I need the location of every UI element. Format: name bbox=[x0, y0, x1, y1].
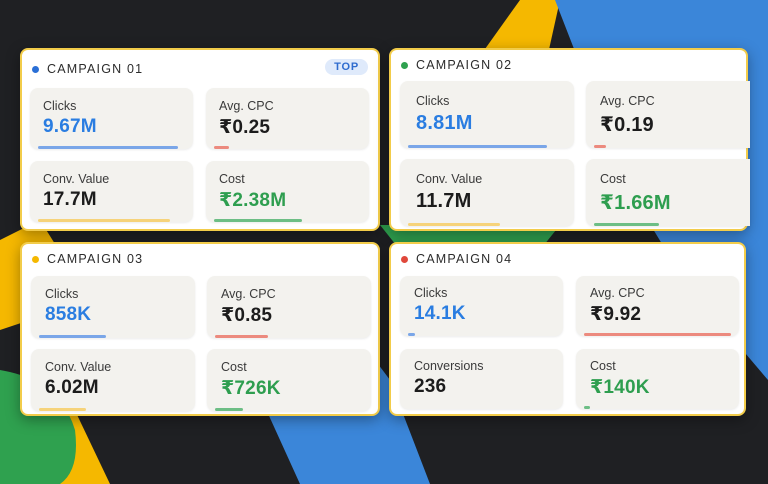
metric-tile-clicks[interactable]: Clicks 8.81M bbox=[400, 81, 574, 148]
metric-bar bbox=[594, 223, 659, 226]
metric-label: Cost bbox=[221, 360, 247, 374]
metric-value: 14.1K bbox=[414, 303, 466, 324]
metric-label: Cost bbox=[590, 359, 616, 373]
status-dot bbox=[401, 255, 408, 263]
metric-bar bbox=[215, 335, 268, 338]
metric-label: Avg. CPC bbox=[600, 94, 655, 108]
metric-bar bbox=[594, 145, 606, 148]
metric-tile-avg-cpc[interactable]: Avg. CPC ₹9.92 bbox=[576, 276, 739, 336]
metric-value: 236 bbox=[414, 376, 447, 397]
metric-tile-conv-value[interactable]: Conv. Value 17.7M bbox=[30, 161, 193, 222]
metric-tile-avg-cpc[interactable]: Avg. CPC ₹0.25 bbox=[206, 88, 369, 149]
metric-tile-cost[interactable]: Cost ₹1.66M bbox=[586, 159, 750, 226]
metric-value: 6.02M bbox=[45, 377, 99, 398]
card-title: CAMPAIGN 04 bbox=[416, 252, 513, 266]
metric-label: Conv. Value bbox=[416, 172, 483, 186]
metric-value: ₹140K bbox=[590, 377, 650, 398]
metric-value: 17.7M bbox=[43, 189, 97, 210]
campaign-card-03[interactable]: CAMPAIGN 03 Clicks 858K Avg. CPC ₹0.85 C… bbox=[20, 242, 380, 416]
metric-bar bbox=[39, 408, 86, 411]
campaign-card-02[interactable]: CAMPAIGN 02 Clicks 8.81M Avg. CPC ₹0.19 … bbox=[389, 48, 750, 231]
metric-tile-conv-value[interactable]: Conv. Value 6.02M bbox=[31, 349, 195, 411]
metric-tile-cost[interactable]: Cost ₹2.38M bbox=[206, 161, 369, 222]
metric-value: 858K bbox=[45, 304, 92, 325]
status-dot bbox=[401, 61, 408, 69]
metric-tile-avg-cpc[interactable]: Avg. CPC ₹0.19 bbox=[586, 81, 750, 148]
metric-value: ₹2.38M bbox=[219, 190, 287, 211]
metric-bar bbox=[408, 145, 547, 148]
metric-value: 9.67M bbox=[43, 116, 97, 137]
metric-bar bbox=[215, 408, 243, 411]
metric-tile-clicks[interactable]: Clicks 14.1K bbox=[400, 276, 563, 336]
metric-bar bbox=[408, 333, 415, 336]
metric-label: Conv. Value bbox=[43, 172, 110, 186]
metric-label: Clicks bbox=[43, 99, 77, 113]
card-title: CAMPAIGN 01 bbox=[47, 62, 144, 76]
status-dot bbox=[32, 255, 39, 263]
metric-tile-clicks[interactable]: Clicks 858K bbox=[31, 276, 195, 338]
metric-value: ₹726K bbox=[221, 378, 281, 399]
metric-label: Clicks bbox=[45, 287, 79, 301]
metric-label: Avg. CPC bbox=[221, 287, 276, 301]
metric-value: ₹1.66M bbox=[600, 192, 671, 214]
metric-value: ₹0.85 bbox=[221, 305, 273, 326]
metric-label: Clicks bbox=[414, 286, 448, 300]
metric-tile-conv-value[interactable]: Conv. Value 11.7M bbox=[400, 159, 574, 226]
metric-value: ₹0.19 bbox=[600, 114, 654, 136]
metric-tile-cost[interactable]: Cost ₹726K bbox=[207, 349, 371, 411]
card-title: CAMPAIGN 03 bbox=[47, 252, 144, 266]
metric-label: Cost bbox=[219, 172, 245, 186]
metric-bar bbox=[584, 333, 731, 336]
campaign-card-04[interactable]: CAMPAIGN 04 Clicks 14.1K Avg. CPC ₹9.92 … bbox=[389, 242, 746, 416]
metric-tile-cost[interactable]: Cost ₹140K bbox=[576, 349, 739, 409]
metric-bar bbox=[38, 146, 178, 149]
metric-label: Avg. CPC bbox=[590, 286, 645, 300]
metric-tile-avg-cpc[interactable]: Avg. CPC ₹0.85 bbox=[207, 276, 371, 338]
metric-label: Conversions bbox=[414, 359, 484, 373]
metric-bar bbox=[584, 406, 590, 409]
metric-value: 11.7M bbox=[416, 190, 472, 212]
card-header: CAMPAIGN 02 bbox=[401, 57, 736, 73]
metric-bar bbox=[39, 335, 106, 338]
metric-bar bbox=[38, 219, 170, 222]
metric-label: Cost bbox=[600, 172, 626, 186]
metric-value: 8.81M bbox=[416, 112, 473, 134]
campaign-card-01[interactable]: CAMPAIGN 01 TOP Clicks 9.67M Avg. CPC ₹0… bbox=[20, 48, 380, 231]
card-header: CAMPAIGN 03 bbox=[32, 251, 368, 267]
metric-bar bbox=[214, 146, 229, 149]
metric-bar bbox=[408, 223, 500, 226]
metric-label: Avg. CPC bbox=[219, 99, 274, 113]
card-header: CAMPAIGN 04 bbox=[401, 251, 734, 267]
metric-label: Conv. Value bbox=[45, 360, 112, 374]
metric-value: ₹9.92 bbox=[590, 304, 642, 325]
metric-label: Clicks bbox=[416, 94, 450, 108]
card-header: CAMPAIGN 01 TOP bbox=[32, 59, 368, 77]
metric-tile-clicks[interactable]: Clicks 9.67M bbox=[30, 88, 193, 149]
top-badge: TOP bbox=[325, 59, 368, 75]
metric-value: ₹0.25 bbox=[219, 117, 271, 138]
card-title: CAMPAIGN 02 bbox=[416, 58, 513, 72]
metric-bar bbox=[214, 219, 302, 222]
metric-tile-conversions[interactable]: Conversions 236 bbox=[400, 349, 563, 409]
status-dot bbox=[32, 65, 39, 73]
